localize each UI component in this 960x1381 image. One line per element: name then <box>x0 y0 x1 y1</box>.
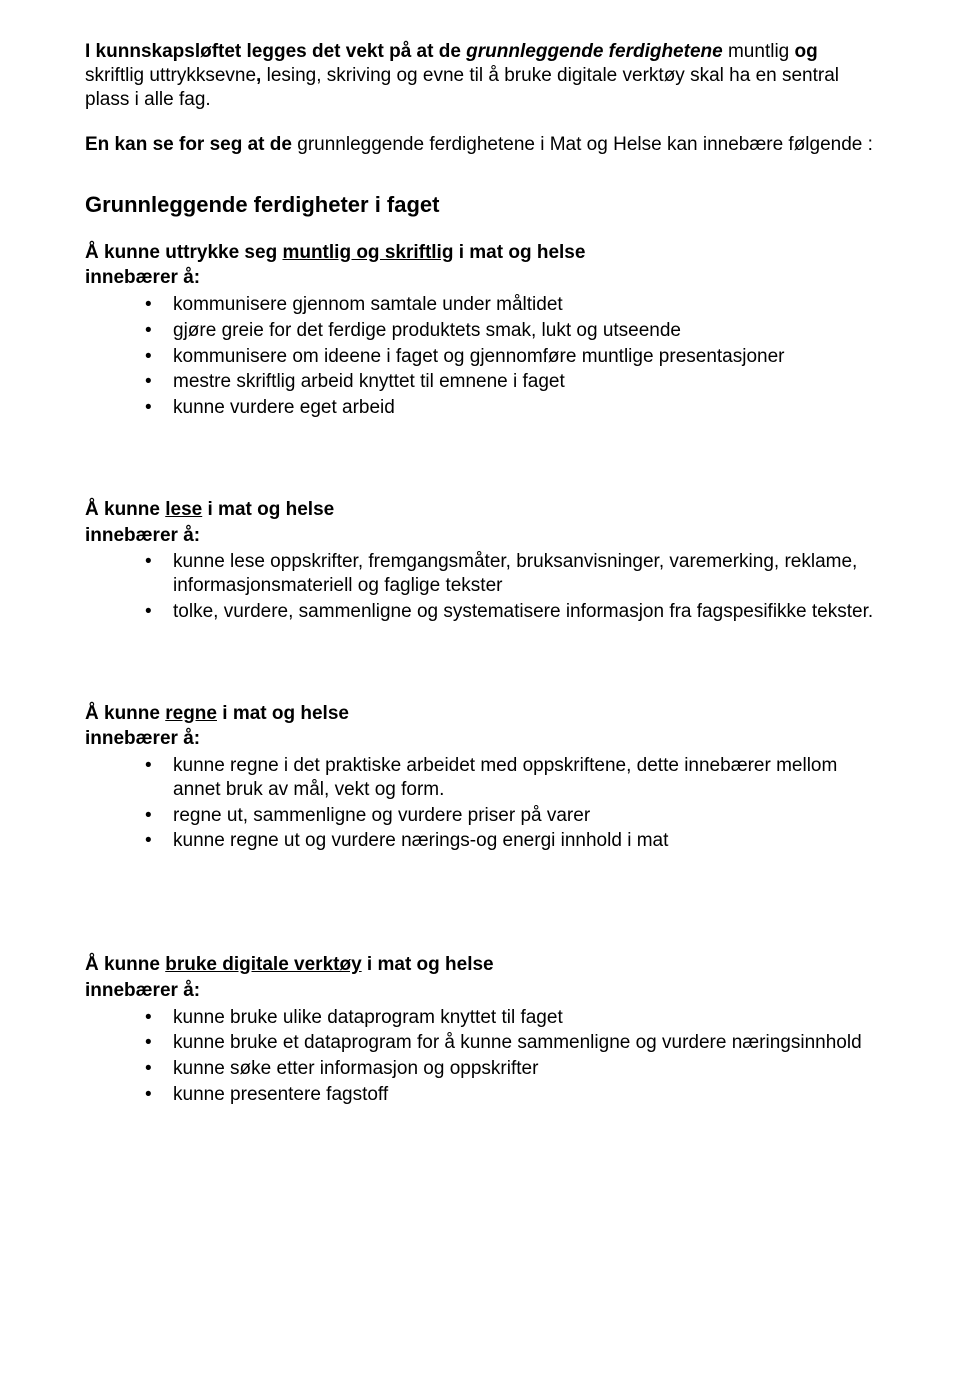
list-item: kunne bruke ulike dataprogram knyttet ti… <box>173 1006 875 1030</box>
list-item: regne ut, sammenligne og vurdere priser … <box>173 804 875 828</box>
list-item: kunne vurdere eget arbeid <box>173 396 875 420</box>
bullet-list: kunne lese oppskrifter, fremgangsmåter, … <box>85 550 875 623</box>
text: lese <box>165 499 202 520</box>
list-item: kunne regne i det praktiske arbeidet med… <box>173 754 875 802</box>
text: bruke digitale verktøy <box>165 954 361 975</box>
text: i mat og helse <box>362 954 494 975</box>
skill-heading-muntlig-skriftlig: Å kunne uttrykke seg muntlig og skriftli… <box>85 241 875 265</box>
text: Å kunne <box>85 499 165 520</box>
innebaerer-label: innebærer å: <box>85 266 875 290</box>
skill-heading-regne: Å kunne regne i mat og helse <box>85 702 875 726</box>
list-item: gjøre greie for det ferdige produktets s… <box>173 319 875 343</box>
innebaerer-label: innebærer å: <box>85 727 875 751</box>
text: Å kunne <box>85 703 165 724</box>
bullet-list: kunne bruke ulike dataprogram knyttet ti… <box>85 1006 875 1107</box>
skill-heading-lese: Å kunne lese i mat og helse <box>85 498 875 522</box>
text: I kunnskapsløftet legges det vekt på at … <box>85 41 466 62</box>
list-item: kommunisere gjennom samtale under måltid… <box>173 293 875 317</box>
list-item: tolke, vurdere, sammenligne og systemati… <box>173 600 875 624</box>
text: Å kunne <box>85 954 165 975</box>
list-item: kunne bruke et dataprogram for å kunne s… <box>173 1031 875 1055</box>
list-item: kunne lese oppskrifter, fremgangsmåter, … <box>173 550 875 598</box>
text: grunnleggende ferdighetene <box>466 41 723 62</box>
text: muntlig <box>723 41 795 62</box>
text: grunnleggende ferdighetene i Mat og Hels… <box>297 134 873 155</box>
text: Å kunne uttrykke seg <box>85 242 282 263</box>
text: i mat og helse <box>202 499 334 520</box>
list-item: mestre skriftlig arbeid knyttet til emne… <box>173 370 875 394</box>
bullet-list: kunne regne i det praktiske arbeidet med… <box>85 754 875 853</box>
list-item: kunne regne ut og vurdere nærings-og ene… <box>173 829 875 853</box>
bullet-list: kommunisere gjennom samtale under måltid… <box>85 293 875 420</box>
intro-paragraph-1: I kunnskapsløftet legges det vekt på at … <box>85 40 875 111</box>
text: muntlig og skriftlig <box>282 242 453 263</box>
innebaerer-label: innebærer å: <box>85 979 875 1003</box>
skill-heading-digitale: Å kunne bruke digitale verktøy i mat og … <box>85 953 875 977</box>
text: regne <box>165 703 217 724</box>
text: skriftlig uttrykksevne <box>85 65 256 86</box>
text: i mat og helse <box>453 242 585 263</box>
text: og <box>795 41 818 62</box>
list-item: kunne søke etter informasjon og oppskrif… <box>173 1057 875 1081</box>
list-item: kommunisere om ideene i faget og gjennom… <box>173 345 875 369</box>
list-item: kunne presentere fagstoff <box>173 1083 875 1107</box>
text: En kan se for seg at de <box>85 134 297 155</box>
text: i mat og helse <box>217 703 349 724</box>
text: , <box>256 65 267 86</box>
section-title: Grunnleggende ferdigheter i faget <box>85 191 875 219</box>
intro-paragraph-2: En kan se for seg at de grunnleggende fe… <box>85 133 875 157</box>
innebaerer-label: innebærer å: <box>85 524 875 548</box>
